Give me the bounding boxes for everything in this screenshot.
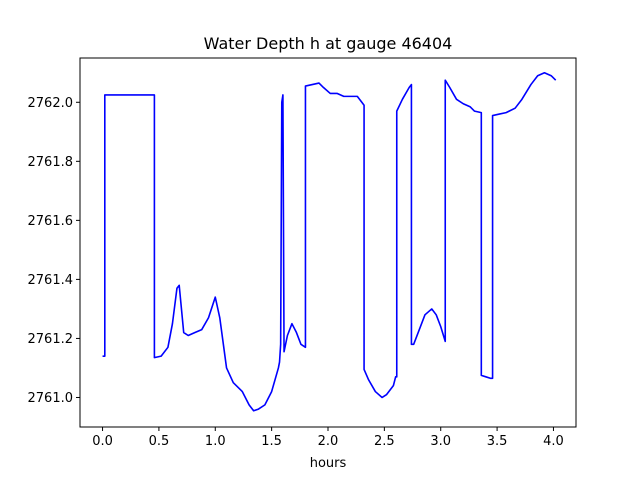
y-tick-label: 2761.8: [28, 155, 74, 170]
y-tick-label: 2761.2: [28, 332, 74, 347]
y-tick-label: 2762.0: [28, 96, 74, 111]
x-axis-label: hours: [310, 456, 347, 471]
chart-title: Water Depth h at gauge 46404: [204, 34, 453, 53]
series-line-0: [102, 71, 557, 412]
x-tick-label: 0.0: [92, 434, 113, 449]
x-tick-label: 1.0: [205, 434, 226, 449]
y-tick-label: 2761.0: [28, 391, 74, 406]
x-tick-label: 4.0: [543, 434, 564, 449]
x-tick-label: 2.0: [318, 434, 339, 449]
y-tick-label: 2761.6: [28, 214, 74, 229]
x-axis-ticks: 0.0 0.5 1.0 1.5 2.0 2.5 3.0 3.5 4.0: [92, 427, 564, 449]
x-tick-label: 0.5: [149, 434, 170, 449]
y-axis-ticks: 2761.0 2761.2 2761.4 2761.6 2761.8 2762.0: [28, 96, 80, 406]
x-tick-label: 3.0: [430, 434, 451, 449]
series-layer: [102, 71, 557, 412]
x-tick-label: 1.5: [261, 434, 282, 449]
x-tick-label: 2.5: [374, 434, 395, 449]
x-tick-label: 3.5: [487, 434, 508, 449]
y-tick-label: 2761.4: [28, 273, 74, 288]
